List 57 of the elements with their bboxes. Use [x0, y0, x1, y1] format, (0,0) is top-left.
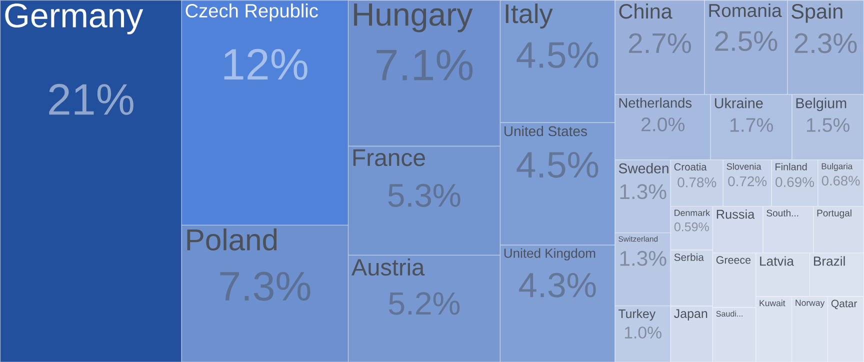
category-label: Qatar	[831, 300, 858, 309]
category-label: France	[353, 149, 425, 166]
category-label: Netherlands	[619, 98, 692, 108]
data-label: 1.3%	[620, 250, 666, 266]
data-label: 21%	[49, 84, 134, 115]
data-label: 1.5%	[806, 118, 850, 132]
data-label: 0.68%	[822, 176, 860, 186]
category-label: Serbia	[674, 253, 704, 261]
category-label: Romania	[709, 3, 782, 17]
data-label: 2.5%	[715, 30, 778, 51]
data-label: 0.72%	[728, 176, 767, 186]
category-label: China	[619, 3, 672, 19]
category-label: Hungary	[354, 3, 473, 32]
category-label: Croatia	[674, 162, 707, 170]
category-label: United States	[504, 126, 587, 136]
data-label: 4.5%	[516, 152, 598, 178]
category-label: Russia	[716, 209, 755, 219]
category-label: Slovenia	[726, 162, 762, 170]
data-label: 4.3%	[518, 272, 596, 298]
data-label: 0.59%	[674, 222, 709, 232]
category-label: Saudi...	[716, 310, 742, 316]
category-label: Latvia	[760, 256, 794, 266]
category-label: Ukraine	[714, 98, 763, 108]
category-label: Sweden	[618, 162, 668, 174]
category-label: Finland	[776, 162, 807, 170]
category-label: Brazil	[814, 256, 845, 266]
data-label: 7.1%	[376, 50, 473, 80]
category-label: Austria	[352, 258, 425, 276]
category-label: Germany	[5, 3, 144, 34]
category-label: Belgium	[796, 98, 846, 111]
data-label: 1.3%	[620, 184, 666, 199]
category-label: South...	[766, 209, 798, 216]
data-label: 0.78%	[678, 177, 716, 188]
category-label: Greece	[716, 256, 751, 264]
data-label: 1.7%	[730, 118, 773, 132]
data-label: 2.7%	[629, 33, 691, 53]
data-label: 2.3%	[794, 33, 857, 54]
category-label: Italy	[506, 3, 553, 28]
data-label: 7.3%	[220, 272, 310, 301]
data-label: 2.0%	[642, 117, 684, 132]
data-label: 5.3%	[388, 184, 460, 207]
data-label: 0.69%	[776, 177, 814, 187]
data-label: 5.2%	[388, 292, 460, 315]
data-label: 1.0%	[624, 326, 662, 338]
category-label: Turkey	[618, 308, 656, 320]
category-label: Poland	[187, 228, 277, 250]
category-label: Portugal	[817, 209, 852, 218]
category-label: Czech Republic	[186, 3, 318, 22]
category-label: Kuwait	[760, 300, 786, 306]
category-label: Spain	[792, 3, 842, 23]
data-label: 12%	[224, 48, 308, 80]
category-label: Denmark	[674, 209, 710, 216]
category-label: Japan	[674, 309, 708, 320]
category-label: Norway	[796, 300, 825, 308]
category-label: United Kingdom	[504, 248, 596, 260]
category-label: Bulgaria	[822, 162, 853, 171]
data-label: 4.5%	[516, 42, 598, 68]
